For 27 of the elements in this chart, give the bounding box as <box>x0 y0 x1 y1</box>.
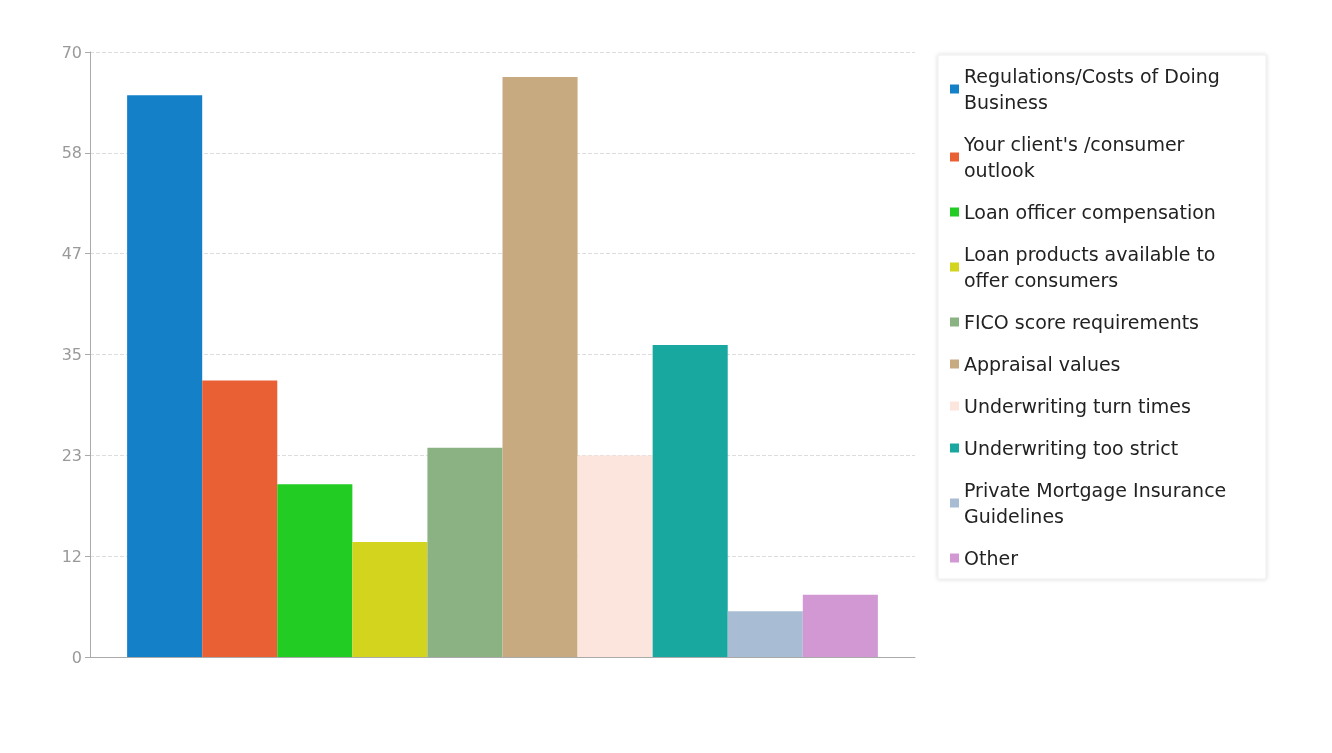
bar <box>202 380 278 657</box>
legend-label: Regulations/Costs of Doing Business <box>964 65 1226 113</box>
y-tick-label: 58 <box>61 143 82 163</box>
legend-label: Underwriting turn times <box>964 395 1191 417</box>
bar <box>727 611 803 657</box>
bar <box>427 447 503 657</box>
y-tick-label: 0 <box>71 647 82 667</box>
bar <box>652 344 728 657</box>
bar <box>277 484 353 657</box>
legend-label: Other <box>964 547 1019 569</box>
bar <box>802 594 878 657</box>
bar <box>352 542 428 657</box>
legend-label: Your client's /consumer outlook <box>963 133 1191 181</box>
legend-label: Private Mortgage Insurance Guidelines <box>964 479 1233 527</box>
bar <box>577 455 653 657</box>
legend-label: Loan officer compensation <box>964 201 1216 223</box>
bar <box>127 95 203 657</box>
y-tick-label: 35 <box>61 345 82 364</box>
legend-label: Appraisal values <box>964 353 1121 375</box>
legend-label: Underwriting too strict <box>964 437 1179 459</box>
legend-label: Loan products available to offer consumers <box>964 243 1222 291</box>
y-tick-label: 47 <box>61 244 82 264</box>
bar <box>502 77 578 657</box>
y-tick-label: 23 <box>61 445 82 465</box>
y-tick-label: 70 <box>61 42 82 62</box>
legend-label: FICO score requirements <box>964 311 1200 333</box>
y-tick-label: 12 <box>61 546 82 566</box>
